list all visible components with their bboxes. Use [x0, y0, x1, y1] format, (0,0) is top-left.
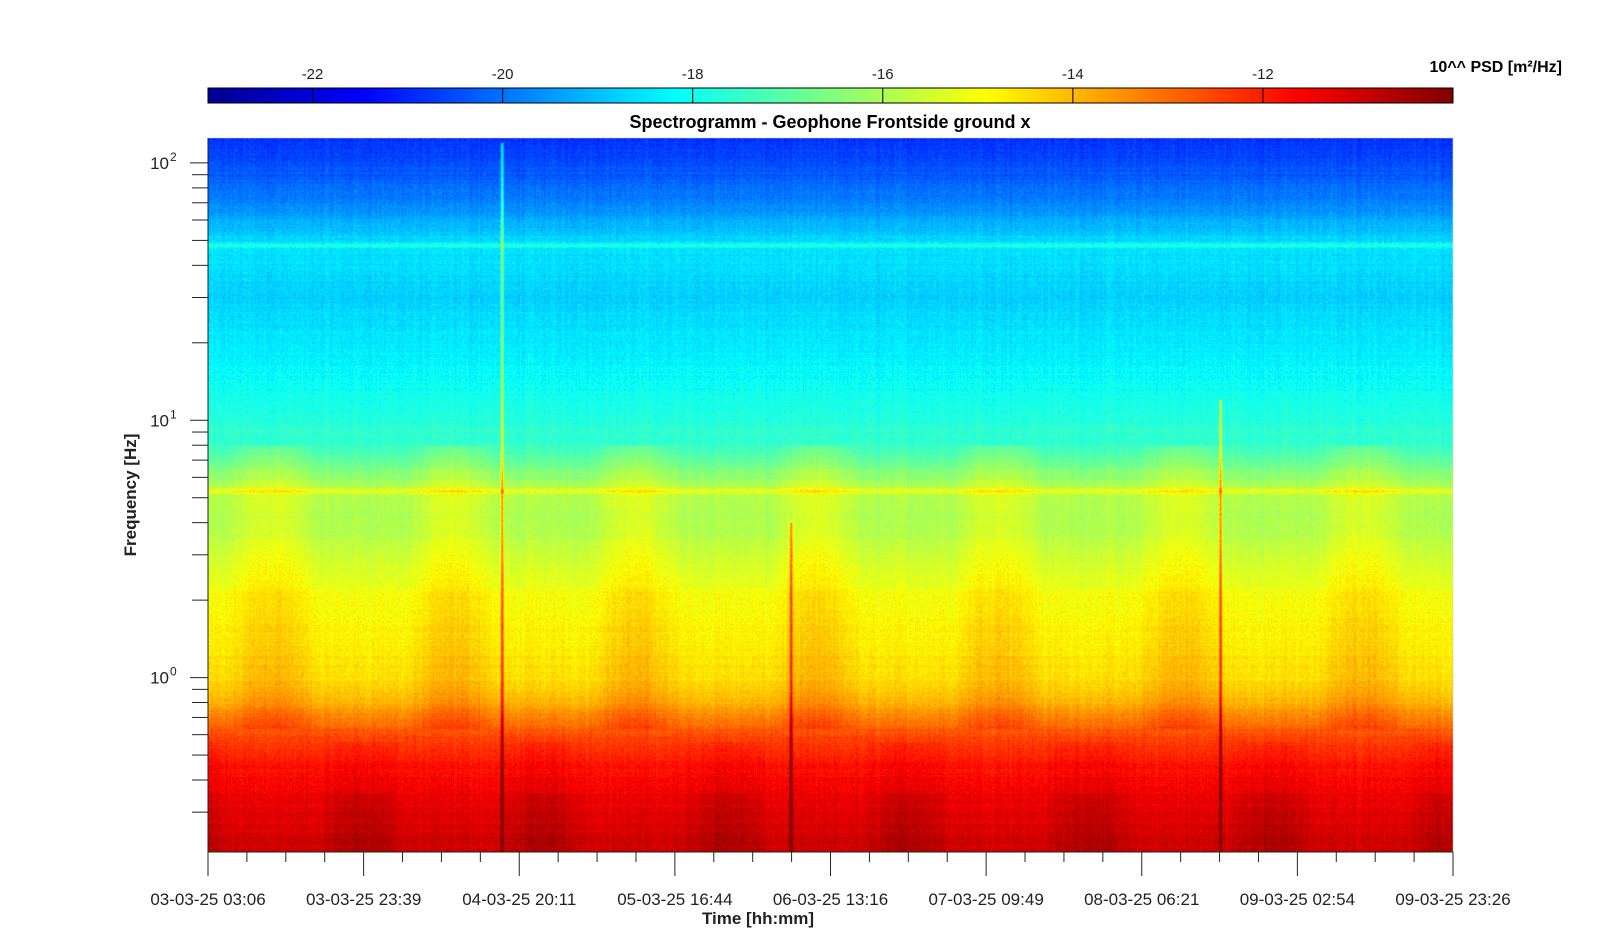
x-tick-label: 04-03-25 20:11 — [462, 890, 576, 909]
colorbar-ticks: -22 -20 -18 -16 -14 -12 — [302, 66, 1274, 103]
x-tick-label: 08-03-25 06:21 — [1084, 890, 1199, 909]
x-tick-label: 06-03-25 13:16 — [773, 890, 888, 909]
colorbar-tick-label: -20 — [492, 66, 514, 83]
x-tick-label: 03-03-25 23:39 — [306, 890, 421, 909]
y-tick-label: 10 — [150, 154, 169, 173]
y-tick-label: 10 — [150, 411, 169, 430]
colorbar — [207, 87, 1454, 104]
colorbar-tick-label: -12 — [1252, 66, 1274, 83]
x-tick-label: 09-03-25 23:26 — [1395, 890, 1510, 909]
spectrogram-heatmap — [208, 138, 1453, 852]
chart-title: Spectrogramm - Geophone Frontside ground… — [629, 112, 1030, 132]
y-axis-label: Frequency [Hz] — [121, 434, 140, 557]
x-axis-label: Time [hh:mm] — [702, 909, 814, 928]
colorbar-tick-label: -22 — [302, 66, 324, 83]
x-tick-label: 07-03-25 09:49 — [928, 890, 1043, 909]
colorbar-tick-label: -14 — [1062, 66, 1084, 83]
y-tick-exponent: 1 — [170, 407, 177, 421]
y-tick-label: 10 — [150, 669, 169, 688]
colorbar-tick-label: -16 — [872, 66, 894, 83]
colorbar-label: 10^^ PSD [m²/Hz] — [1430, 59, 1562, 76]
x-tick-label: 09-03-25 02:54 — [1240, 890, 1355, 909]
y-tick-exponent: 2 — [170, 150, 177, 164]
colorbar-tick-label: -18 — [682, 66, 704, 83]
x-axis-ticks: 03-03-25 03:06 03-03-25 23:39 04-03-25 20:… — [150, 852, 1511, 909]
x-tick-label: 05-03-25 16:44 — [617, 890, 732, 909]
x-tick-label: 03-03-25 03:06 — [150, 890, 265, 909]
y-tick-exponent: 0 — [170, 665, 177, 679]
